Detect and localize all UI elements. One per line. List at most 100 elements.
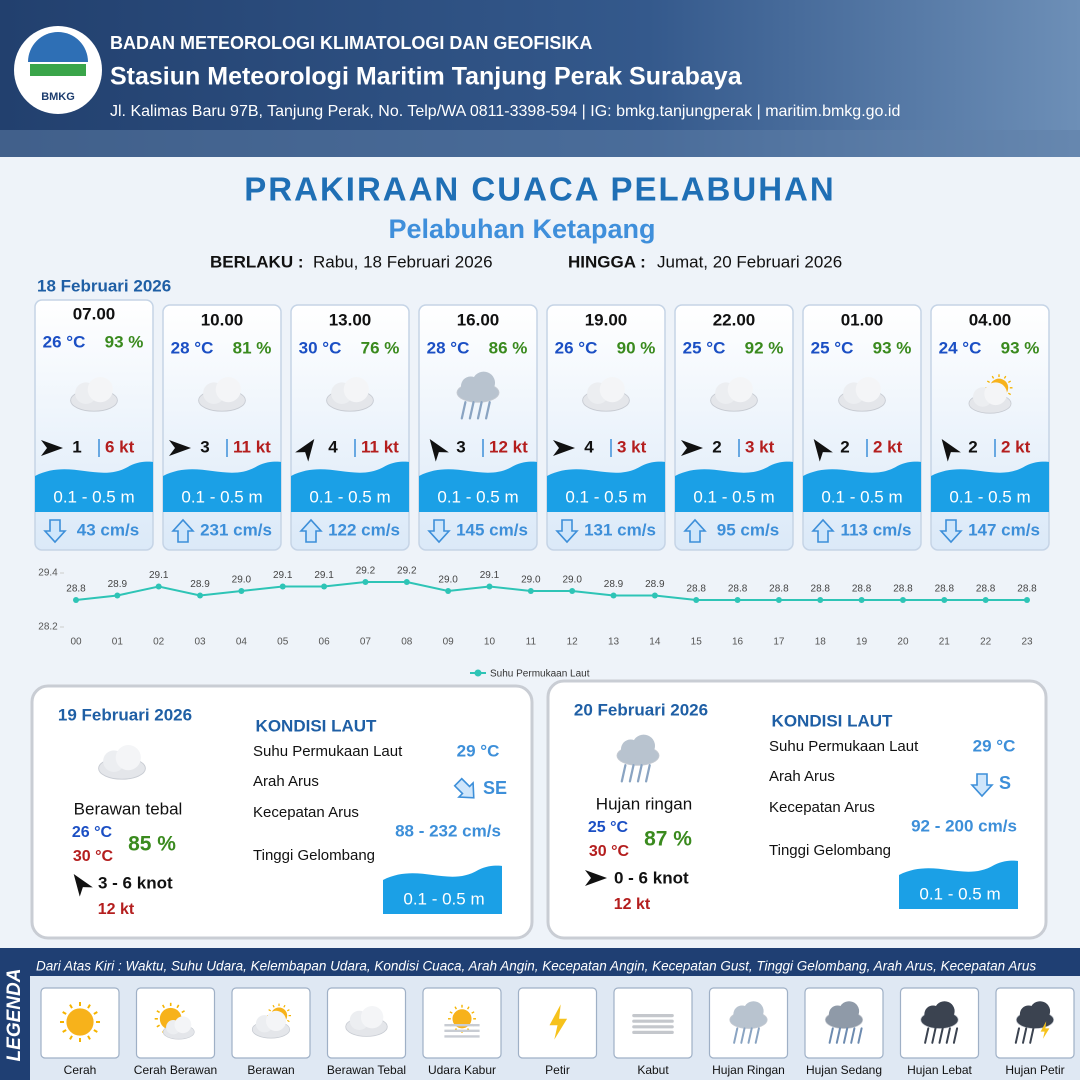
current-dir-arrow [970, 773, 994, 798]
sst-value-label: 28.8 [976, 584, 996, 595]
card-wind: 1 [72, 437, 81, 456]
sst-value-label: 28.8 [1017, 584, 1037, 595]
x-tick-label: 09 [443, 637, 455, 648]
sst-value-label: 28.8 [769, 584, 789, 595]
legend-item: Petir [545, 1063, 570, 1077]
wind-arrow [585, 870, 607, 886]
address: Jl. Kalimas Baru 97B, Tanjung Perak, No.… [110, 103, 900, 120]
card-temp: 25 °C [811, 338, 854, 357]
sun-ray [287, 1009, 290, 1012]
icon-cloud [582, 377, 630, 412]
cloud-part [1029, 1001, 1051, 1022]
x-tick-label: 07 [360, 637, 372, 648]
sst-point [982, 597, 989, 603]
sst-value-label: 29.2 [397, 566, 417, 577]
x-tick-label: 22 [980, 637, 992, 648]
icon-bolt [1040, 1021, 1050, 1039]
icon-cloud [98, 745, 146, 780]
legend-item: Cerah [64, 1063, 97, 1077]
rain-drop [644, 764, 651, 783]
sst-point [651, 592, 658, 599]
card-gust: 12 kt [489, 437, 528, 456]
sst-point [362, 579, 369, 585]
cloud-part [934, 1001, 955, 1022]
sst-value-label: 29.1 [273, 570, 293, 581]
sun-ray [62, 1029, 67, 1033]
sst-value-label: 28.9 [645, 579, 665, 590]
current-speed: 92 - 200 cm/s [911, 816, 1017, 835]
rain-drop [476, 401, 483, 420]
sst-point [775, 597, 782, 603]
sst-value-label: 28.8 [686, 584, 706, 595]
card-wave: 0.1 - 0.5 m [53, 487, 134, 506]
current-arrow [555, 519, 579, 544]
x-tick-label: 16 [732, 637, 744, 648]
panel-condition: Hujan ringan [596, 794, 692, 813]
icon-sun [59, 1001, 101, 1043]
card-humidity: 93 % [873, 338, 912, 357]
logo-band [30, 64, 86, 76]
cloud-part [115, 745, 141, 771]
legend-label: Suhu Permukaan Laut [490, 669, 590, 680]
legend-tab [0, 948, 30, 1080]
title: PRAKIRAAN CUACA PELABUHAN [244, 171, 835, 208]
valid-from: Rabu, 18 Februari 2026 [313, 252, 493, 271]
y-tick-label: 29.4 [38, 568, 58, 579]
card-temp: 24 °C [939, 338, 982, 357]
panel-temp-min: 26 °C [72, 824, 113, 841]
card-wave: 0.1 - 0.5 m [821, 487, 902, 506]
sst-point [279, 583, 286, 590]
sun-ray [287, 1019, 290, 1023]
card-wave: 0.1 - 0.5 m [693, 487, 774, 506]
cloud-part [632, 734, 656, 758]
panel-humidity: 87 % [644, 828, 692, 851]
panel-humidity: 85 % [128, 833, 176, 856]
x-tick-label: 11 [526, 637, 537, 648]
sun-ray [87, 1004, 91, 1009]
icon-cloud [326, 377, 374, 412]
wave [931, 461, 1049, 512]
wave [291, 461, 409, 512]
sst-value-label: 29.0 [438, 575, 458, 586]
sun-ray [1008, 380, 1012, 383]
card-humidity: 76 % [361, 338, 400, 357]
wave [163, 461, 281, 512]
panel-date: 19 Februari 2026 [58, 705, 192, 724]
x-tick-label: 15 [691, 637, 703, 648]
panel-wind: 0 - 6 knot [614, 868, 689, 887]
sun-ray [69, 1004, 73, 1009]
sun-ray [471, 1011, 475, 1014]
card-wave: 0.1 - 0.5 m [437, 487, 518, 506]
rain-drop [931, 1027, 937, 1044]
x-tick-label: 05 [277, 637, 289, 648]
rain-drop [747, 1027, 753, 1044]
wave-label: Tinggi Gelombang [253, 847, 375, 864]
sst-point [734, 597, 741, 603]
sst-point [114, 592, 121, 599]
card-current: 113 cm/s [841, 520, 912, 539]
current-dir-label: Arah Arus [253, 773, 319, 790]
wave [383, 865, 502, 914]
sst-value-label: 28.8 [852, 584, 872, 595]
rain-drop [938, 1027, 944, 1044]
wind-arrow [295, 438, 315, 462]
card-time: 01.00 [841, 310, 884, 329]
card-time: 19.00 [585, 310, 628, 329]
sun-disc [452, 1009, 472, 1029]
rain-drop [952, 1027, 959, 1044]
card-wind: 2 [712, 437, 721, 456]
current-speed-label: Kecepatan Arus [769, 799, 875, 816]
sst-value: 29 °C [457, 741, 500, 760]
sst-value-label: 28.9 [604, 579, 624, 590]
sst-point [403, 579, 410, 585]
card-humidity: 81 % [233, 338, 272, 357]
sun-ray [156, 1010, 161, 1014]
sst-point [1024, 597, 1030, 603]
sun-ray [466, 1006, 470, 1010]
current-arrow [171, 518, 195, 543]
icon-cloud [838, 377, 886, 412]
wind-arrow [553, 440, 575, 456]
current-dir: S [999, 773, 1011, 793]
card-time: 22.00 [713, 310, 756, 329]
sst-point [238, 588, 245, 594]
